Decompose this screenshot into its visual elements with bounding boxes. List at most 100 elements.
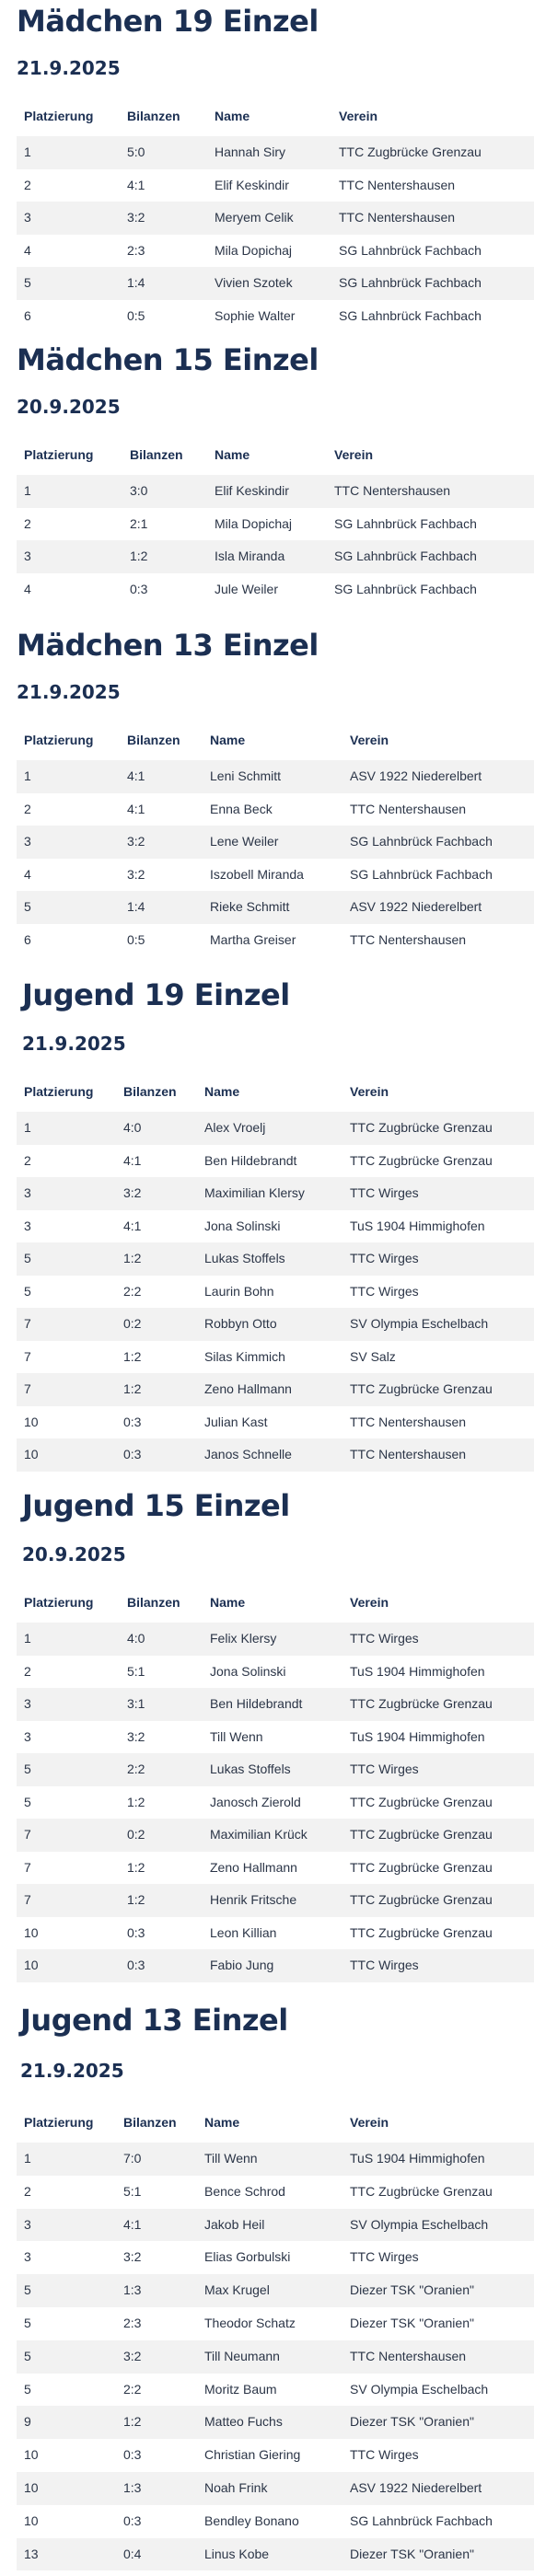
- cell-name: Rieke Schmitt: [210, 899, 290, 914]
- results-section: Jugend 19 Einzel 21.9.2025 Platzierung Bila…: [0, 976, 534, 1472]
- table-row: 4 2:3 Mila Dopichaj SG Lahnbrück Fachbach: [17, 234, 534, 267]
- table-header-row: Platzierung Bilanzen Name Verein: [17, 1586, 534, 1619]
- cell-balance: 3:2: [127, 834, 145, 849]
- cell-balance: 4:1: [123, 2216, 142, 2232]
- cell-placement: 9: [24, 2414, 31, 2430]
- cell-name: Noah Frink: [204, 2480, 268, 2495]
- cell-balance: 0:5: [127, 931, 145, 947]
- cell-placement: 10: [24, 1924, 39, 1940]
- cell-name: Leon Killian: [210, 1924, 277, 1940]
- table-row: 3 3:2 Elias Gorbulski TTC Wirges: [17, 2241, 534, 2275]
- table-row: 2 2:1 Mila Dopichaj SG Lahnbrück Fachbach: [17, 507, 534, 540]
- cell-placement: 4: [24, 866, 31, 882]
- cell-club: TTC Zugbrücke Grenzau: [350, 1794, 493, 1809]
- table-row: 10 0:3 Julian Kast TTC Nentershausen: [17, 1405, 534, 1438]
- cell-club: SV Olympia Eschelbach: [350, 1316, 489, 1331]
- cell-club: SV Salz: [350, 1348, 396, 1364]
- cell-club: ASV 1922 Niederelbert: [350, 899, 482, 914]
- cell-club: Diezer TSK "Oranien": [350, 2282, 474, 2298]
- cell-club: TTC Nentershausen: [350, 1414, 467, 1429]
- cell-balance: 0:3: [127, 1924, 145, 1940]
- column-header-club: Verein: [350, 1595, 389, 1610]
- cell-club: TTC Wirges: [350, 2249, 419, 2265]
- cell-placement: 1: [24, 768, 31, 783]
- table-header-row: Platzierung Bilanzen Name Verein: [17, 2106, 534, 2139]
- table-row: 5 1:4 Vivien Szotek SG Lahnbrück Fachbach: [17, 267, 534, 300]
- table-row: 9 1:2 Matteo Fuchs Diezer TSK "Oranien": [17, 2406, 534, 2440]
- cell-balance: 3:2: [123, 1185, 142, 1200]
- cell-name: Robbyn Otto: [204, 1316, 277, 1331]
- cell-placement: 1: [24, 144, 31, 159]
- cell-club: Diezer TSK "Oranien": [350, 2546, 474, 2561]
- table-row: 1 4:0 Alex Vroelj TTC Zugbrücke Grenzau: [17, 1112, 534, 1145]
- cell-balance: 3:2: [127, 1728, 145, 1744]
- cell-name: Janos Schnelle: [204, 1447, 292, 1461]
- section-date: 21.9.2025: [20, 2060, 124, 2082]
- cell-name: Lukas Stoffels: [210, 1762, 291, 1776]
- section-date: 21.9.2025: [17, 681, 121, 703]
- cell-name: Matteo Fuchs: [204, 2414, 283, 2430]
- cell-placement: 6: [24, 307, 31, 323]
- results-section: Mädchen 13 Einzel 21.9.2025 Platzierung Bil…: [0, 626, 534, 956]
- table-row: 7 1:2 Zeno Hallmann TTC Zugbrücke Grenzau: [17, 1373, 534, 1406]
- column-header-placement: Platzierung: [24, 109, 94, 123]
- cell-balance: 0:3: [130, 581, 148, 596]
- cell-balance: 1:2: [130, 549, 148, 563]
- cell-name: Henrik Fritsche: [210, 1892, 297, 1907]
- cell-placement: 6: [24, 931, 31, 947]
- cell-placement: 5: [24, 1283, 31, 1299]
- cell-placement: 5: [24, 2348, 31, 2363]
- cell-placement: 7: [24, 1348, 31, 1364]
- cell-balance: 2:1: [130, 515, 148, 531]
- results-section: Mädchen 19 Einzel 21.9.2025 Platzierung Bil…: [0, 0, 534, 332]
- cell-placement: 10: [24, 1958, 39, 1972]
- cell-balance: 2:3: [123, 2316, 142, 2330]
- cell-name: Isla Miranda: [215, 549, 285, 563]
- cell-club: TTC Zugbrücke Grenzau: [350, 1120, 493, 1135]
- results-section: Mädchen 15 Einzel 20.9.2025 Platzierung Bil…: [0, 341, 534, 606]
- cell-name: Mila Dopichaj: [215, 242, 293, 258]
- results-section: Jugend 15 Einzel 20.9.2025 Platzierung Bila…: [0, 1486, 534, 1982]
- cell-club: TTC Wirges: [350, 1185, 419, 1200]
- column-header-name: Name: [215, 447, 250, 462]
- cell-club: TuS 1904 Himmighofen: [350, 1728, 485, 1744]
- section-date: 21.9.2025: [22, 1033, 126, 1055]
- column-header-placement: Platzierung: [24, 447, 94, 462]
- cell-club: TTC Wirges: [350, 2447, 419, 2463]
- table-row: 5 2:3 Theodor Schatz Diezer TSK "Oranien": [17, 2307, 534, 2340]
- cell-balance: 2:2: [123, 1283, 142, 1299]
- section-title: Jugend 13 Einzel: [20, 2003, 288, 2038]
- section-title: Jugend 15 Einzel: [22, 1488, 290, 1523]
- cell-club: TTC Zugbrücke Grenzau: [350, 1859, 493, 1875]
- column-header-name: Name: [210, 733, 246, 747]
- cell-name: Enna Beck: [210, 801, 273, 816]
- cell-placement: 3: [24, 210, 31, 225]
- table-row: 5 1:2 Janosch Zierold TTC Zugbrücke Grenzau: [17, 1785, 534, 1819]
- table-row: 10 0:3 Janos Schnelle TTC Nentershausen: [17, 1438, 534, 1472]
- table-row: 1 4:1 Leni Schmitt ASV 1922 Niederelbert: [17, 760, 534, 793]
- cell-name: Leni Schmitt: [210, 768, 282, 783]
- table-row: 10 0:3 Bendley Bonano SG Lahnbrück Fachbach: [17, 2504, 534, 2538]
- cell-club: TTC Nentershausen: [350, 801, 467, 816]
- cell-placement: 5: [24, 2282, 31, 2298]
- cell-placement: 3: [24, 2249, 31, 2265]
- cell-name: Ben Hildebrandt: [210, 1696, 303, 1711]
- cell-name: Elif Keskindir: [215, 177, 289, 192]
- cell-placement: 3: [24, 1696, 31, 1711]
- cell-placement: 2: [24, 1152, 31, 1168]
- table-row: 5 2:2 Laurin Bohn TTC Wirges: [17, 1275, 534, 1308]
- cell-name: Till Wenn: [210, 1728, 263, 1744]
- table-row: 5 1:4 Rieke Schmitt ASV 1922 Niederelbert: [17, 891, 534, 924]
- cell-name: Martha Greiser: [210, 931, 296, 947]
- cell-placement: 7: [24, 1381, 31, 1396]
- cell-balance: 0:2: [127, 1827, 145, 1842]
- cell-balance: 1:2: [127, 1859, 145, 1875]
- column-header-name: Name: [215, 109, 250, 123]
- table-row: 5 2:2 Moritz Baum SV Olympia Eschelbach: [17, 2373, 534, 2407]
- cell-name: Jakob Heil: [204, 2216, 265, 2232]
- cell-name: Alex Vroelj: [204, 1120, 266, 1135]
- cell-placement: 13: [24, 2546, 39, 2561]
- table-row: 5 3:2 Till Neumann TTC Nentershausen: [17, 2339, 534, 2374]
- cell-placement: 10: [24, 2480, 39, 2495]
- table-row: 7 1:2 Henrik Fritsche TTC Zugbrücke Grenzau: [17, 1884, 534, 1917]
